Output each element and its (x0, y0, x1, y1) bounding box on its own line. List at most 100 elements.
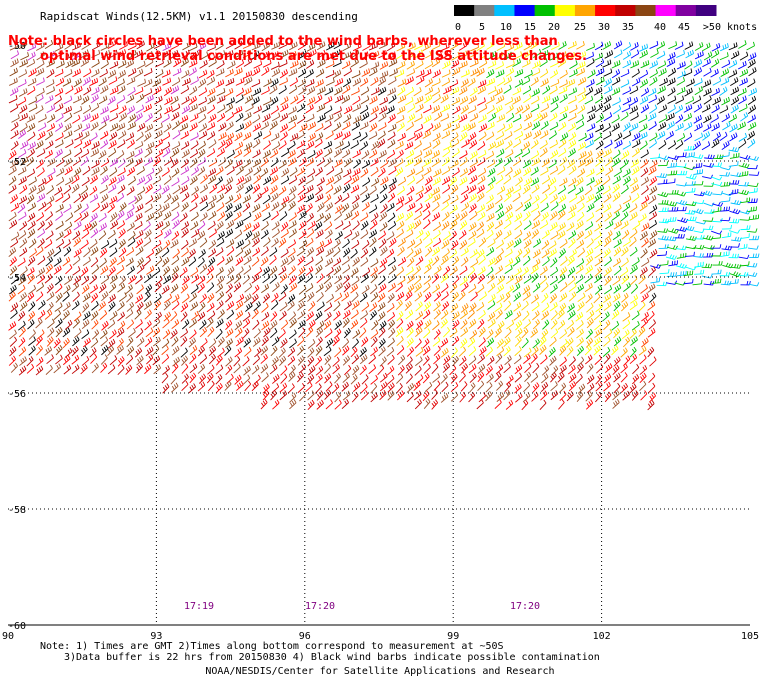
wind-barb (505, 149, 514, 159)
wind-barb (118, 228, 126, 239)
wind-barb (91, 329, 100, 340)
wind-barb (711, 87, 720, 97)
wind-barb (512, 113, 522, 123)
wind-barb (351, 354, 360, 365)
wind-barb (621, 292, 629, 303)
wind-barb (719, 43, 729, 52)
wind-barb (719, 105, 729, 114)
wind-barb (91, 141, 100, 150)
wind-barb (216, 221, 224, 231)
wind-barb (280, 248, 289, 258)
wind-barb (244, 230, 253, 241)
wind-barb (343, 105, 353, 115)
wind-barb (485, 346, 493, 357)
wind-barb (18, 88, 28, 97)
wind-barb (711, 42, 721, 52)
wind-barb (467, 122, 476, 132)
wind-barb (62, 193, 71, 203)
wind-barb (504, 328, 512, 339)
wind-barb (154, 311, 162, 322)
wind-barb (613, 382, 621, 394)
wind-barb (136, 40, 145, 50)
wind-barb (667, 162, 677, 169)
wind-barb (657, 191, 669, 198)
wind-barb (476, 283, 485, 294)
wind-barb (413, 157, 423, 167)
wind-barb (521, 104, 530, 114)
wind-barb (638, 213, 647, 223)
wind-barb (198, 87, 208, 97)
wind-barb (8, 95, 18, 104)
wind-barb (352, 329, 361, 339)
wind-barb (56, 167, 65, 177)
wind-barb (260, 167, 269, 178)
wind-barb (269, 85, 278, 95)
wind-barb (622, 312, 631, 322)
wind-barb (487, 112, 497, 123)
wind-barb (623, 355, 631, 366)
wind-barb (629, 211, 638, 221)
wind-barb (575, 373, 583, 384)
wind-barb (404, 195, 413, 205)
wind-barb (485, 266, 494, 277)
wind-barb (549, 85, 558, 95)
wind-barb (288, 265, 296, 276)
wind-barb (729, 208, 741, 215)
wind-barb (395, 114, 405, 124)
wind-barb (46, 283, 54, 294)
wind-barb (459, 167, 469, 177)
wind-barb (657, 121, 667, 131)
wind-barb (747, 245, 759, 250)
wind-barb (288, 68, 298, 77)
wind-barb (377, 292, 386, 303)
wind-barb (559, 238, 568, 249)
wind-barb (289, 167, 298, 177)
wind-barb (317, 113, 326, 123)
wind-barb (407, 176, 416, 186)
wind-barb (514, 336, 522, 347)
wind-barb (271, 237, 279, 248)
wind-barb (630, 275, 638, 286)
wind-barb (306, 59, 315, 69)
wind-barb (361, 68, 371, 77)
wind-barb (396, 122, 405, 132)
wind-barb (352, 168, 361, 177)
wind-barb (18, 129, 27, 139)
wind-barb (325, 52, 335, 61)
wind-barb (179, 212, 188, 223)
wind-barb (253, 60, 263, 69)
wind-barb (342, 309, 351, 320)
wind-barb (647, 346, 655, 358)
wind-barb (539, 68, 549, 78)
wind-barb (191, 185, 200, 196)
wind-barb (458, 229, 467, 240)
wind-barb (126, 204, 135, 214)
wind-barb (684, 145, 695, 151)
wind-barb (370, 212, 379, 223)
wind-barb (278, 40, 288, 50)
wind-barb (620, 69, 630, 78)
wind-barb (342, 220, 351, 230)
wind-barb (377, 302, 386, 312)
wind-barb (578, 132, 587, 142)
wind-barb (496, 185, 506, 195)
wind-barb (611, 345, 619, 356)
wind-barb (55, 132, 64, 142)
wind-barb (55, 318, 63, 329)
wind-barb (396, 105, 406, 115)
wind-barb (233, 282, 242, 293)
wind-barb (576, 345, 584, 356)
wind-barb (557, 58, 567, 68)
wind-barb (225, 364, 233, 376)
wind-barb (126, 301, 135, 312)
wind-barb (496, 210, 505, 221)
wind-barb (315, 327, 324, 338)
wind-barb (359, 186, 368, 196)
wind-barb (324, 328, 333, 338)
wind-barb (701, 141, 711, 151)
wind-barb (134, 141, 144, 150)
wind-barb (352, 95, 361, 105)
wind-barb (747, 206, 757, 213)
wind-barb (17, 79, 27, 88)
wind-barb (441, 201, 450, 211)
